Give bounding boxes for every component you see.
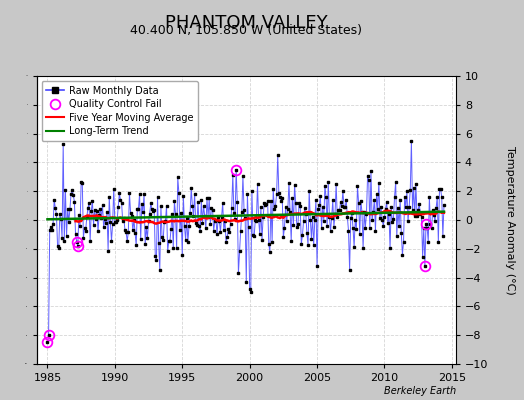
Text: Berkeley Earth: Berkeley Earth: [384, 386, 456, 396]
Text: 40.400 N, 105.850 W (United States): 40.400 N, 105.850 W (United States): [130, 24, 362, 37]
Legend: Raw Monthly Data, Quality Control Fail, Five Year Moving Average, Long-Term Tren: Raw Monthly Data, Quality Control Fail, …: [41, 81, 198, 141]
Y-axis label: Temperature Anomaly (°C): Temperature Anomaly (°C): [505, 146, 515, 294]
Text: PHANTOM VALLEY: PHANTOM VALLEY: [165, 14, 328, 32]
